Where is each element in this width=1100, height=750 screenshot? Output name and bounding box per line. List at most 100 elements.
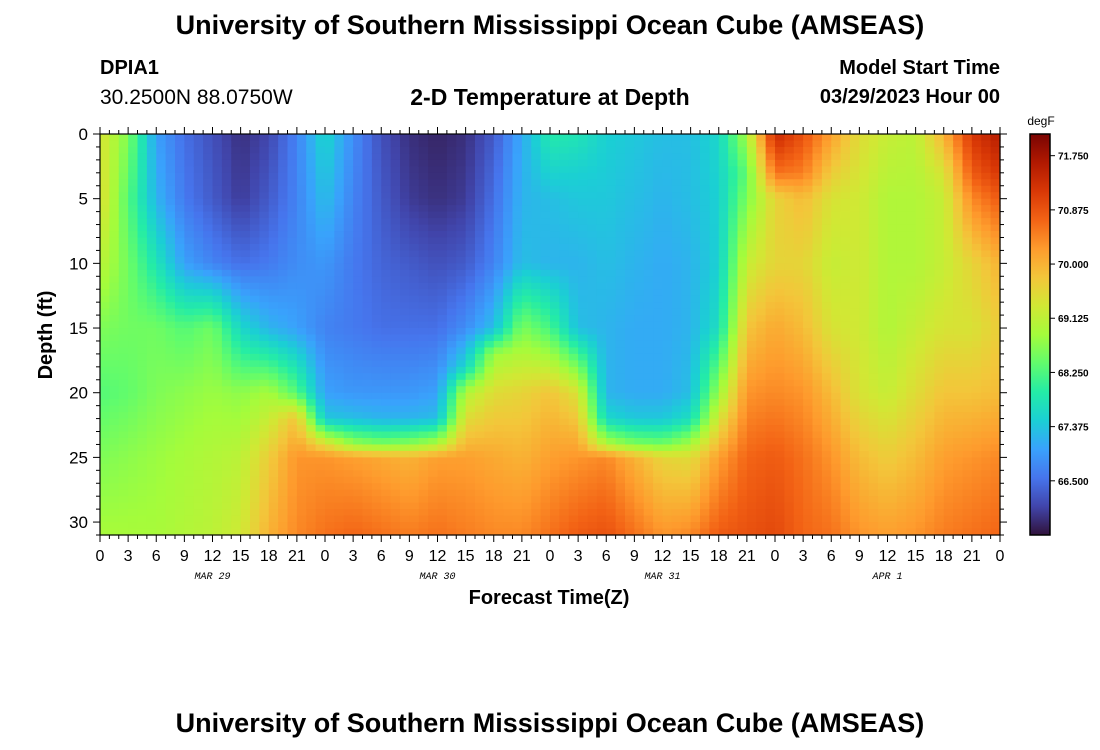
heatmap-cell bbox=[690, 159, 701, 167]
heatmap-cell bbox=[418, 412, 429, 420]
heatmap-cell bbox=[446, 386, 457, 394]
heatmap-cell bbox=[175, 134, 185, 142]
heatmap-cell bbox=[409, 431, 420, 439]
heatmap-cell bbox=[296, 386, 307, 394]
heatmap-cell bbox=[362, 515, 373, 523]
heatmap-cell bbox=[784, 496, 795, 504]
heatmap-cell bbox=[362, 205, 373, 213]
heatmap-cell bbox=[212, 250, 223, 258]
heatmap-cell bbox=[381, 153, 392, 161]
heatmap-cell bbox=[315, 308, 326, 316]
heatmap-cell bbox=[850, 231, 860, 239]
heatmap-cell bbox=[240, 198, 251, 206]
heatmap-cell bbox=[400, 166, 410, 174]
heatmap-cell bbox=[362, 153, 373, 161]
heatmap-cell bbox=[128, 340, 139, 349]
heatmap-cell bbox=[165, 321, 176, 329]
heatmap-cell bbox=[334, 269, 345, 277]
heatmap-cell bbox=[812, 321, 823, 329]
heatmap-cell bbox=[456, 463, 467, 471]
heatmap-cell bbox=[353, 166, 364, 174]
heatmap-cell bbox=[671, 295, 682, 303]
heatmap-cell bbox=[634, 289, 645, 297]
heatmap-cell bbox=[268, 360, 279, 368]
heatmap-cell bbox=[437, 321, 448, 329]
heatmap-cell bbox=[109, 146, 120, 155]
heatmap-cell bbox=[156, 405, 167, 413]
heatmap-cell bbox=[568, 328, 579, 336]
heatmap-cell bbox=[371, 295, 382, 303]
heatmap-cell bbox=[203, 289, 214, 297]
heatmap-cell bbox=[540, 470, 551, 478]
heatmap-cell bbox=[381, 379, 392, 387]
heatmap-cell bbox=[521, 321, 532, 329]
heatmap-cell bbox=[746, 295, 757, 303]
heatmap-cell bbox=[287, 353, 298, 361]
heatmap-cell bbox=[203, 412, 214, 420]
heatmap-cell bbox=[793, 515, 804, 523]
heatmap-cell bbox=[475, 282, 485, 290]
heatmap-cell bbox=[484, 282, 495, 290]
heatmap-cell bbox=[334, 483, 345, 491]
heatmap-cell bbox=[268, 470, 279, 478]
heatmap-cell bbox=[137, 412, 148, 420]
heatmap-cell bbox=[137, 476, 148, 484]
heatmap-cell bbox=[681, 450, 692, 458]
heatmap-cell bbox=[250, 134, 260, 142]
heatmap-cell bbox=[503, 328, 514, 336]
heatmap-cell bbox=[456, 308, 467, 316]
heatmap-cell bbox=[850, 321, 860, 329]
heatmap-cell bbox=[343, 295, 354, 303]
heatmap-cell bbox=[681, 321, 692, 329]
heatmap-cell bbox=[362, 218, 373, 226]
heatmap-cell bbox=[146, 205, 157, 213]
heatmap-cell bbox=[400, 444, 410, 452]
heatmap-cell bbox=[756, 463, 767, 471]
heatmap-cell bbox=[568, 140, 579, 148]
heatmap-cell bbox=[596, 334, 607, 342]
heatmap-cell bbox=[662, 437, 673, 446]
heatmap-cell bbox=[325, 243, 335, 252]
heatmap-cell bbox=[521, 198, 532, 206]
heatmap-cell bbox=[446, 302, 457, 310]
heatmap-cell bbox=[268, 166, 279, 174]
heatmap-cell bbox=[456, 502, 467, 510]
heatmap-cell bbox=[390, 198, 401, 206]
heatmap-cell bbox=[381, 276, 392, 284]
heatmap-cell bbox=[634, 386, 645, 394]
heatmap-cell bbox=[540, 315, 551, 323]
heatmap-cell bbox=[737, 140, 748, 148]
heatmap-cell bbox=[212, 437, 223, 446]
heatmap-cell bbox=[437, 515, 448, 523]
heatmap-cell bbox=[156, 302, 167, 310]
heatmap-cell bbox=[550, 302, 560, 310]
heatmap-cell bbox=[484, 289, 495, 297]
heatmap-cell bbox=[803, 185, 814, 193]
heatmap-cell bbox=[756, 366, 767, 374]
heatmap-cell bbox=[278, 528, 289, 536]
heatmap-cell bbox=[718, 457, 729, 465]
heatmap-cell bbox=[671, 528, 682, 536]
heatmap-cell bbox=[465, 463, 476, 471]
heatmap-cell bbox=[334, 444, 345, 452]
heatmap-cell bbox=[221, 522, 232, 530]
heatmap-cell bbox=[840, 276, 851, 284]
heatmap-cell bbox=[521, 218, 532, 226]
heatmap-cell bbox=[559, 502, 570, 510]
heatmap-cell bbox=[803, 153, 814, 161]
heatmap-cell bbox=[793, 198, 804, 206]
heatmap-cell bbox=[400, 399, 410, 407]
heatmap-cell bbox=[503, 476, 514, 484]
heatmap-cell bbox=[831, 450, 842, 458]
heatmap-cell bbox=[737, 515, 748, 523]
heatmap-cell bbox=[803, 502, 814, 510]
heatmap-cell bbox=[156, 489, 167, 497]
heatmap-cell bbox=[184, 509, 195, 517]
heatmap-cell bbox=[109, 399, 120, 407]
heatmap-cell bbox=[765, 146, 776, 155]
heatmap-cell bbox=[821, 418, 832, 426]
heatmap-cell bbox=[503, 522, 514, 530]
heatmap-cell bbox=[775, 412, 785, 420]
heatmap-cell bbox=[156, 185, 167, 193]
heatmap-cell bbox=[353, 263, 364, 271]
